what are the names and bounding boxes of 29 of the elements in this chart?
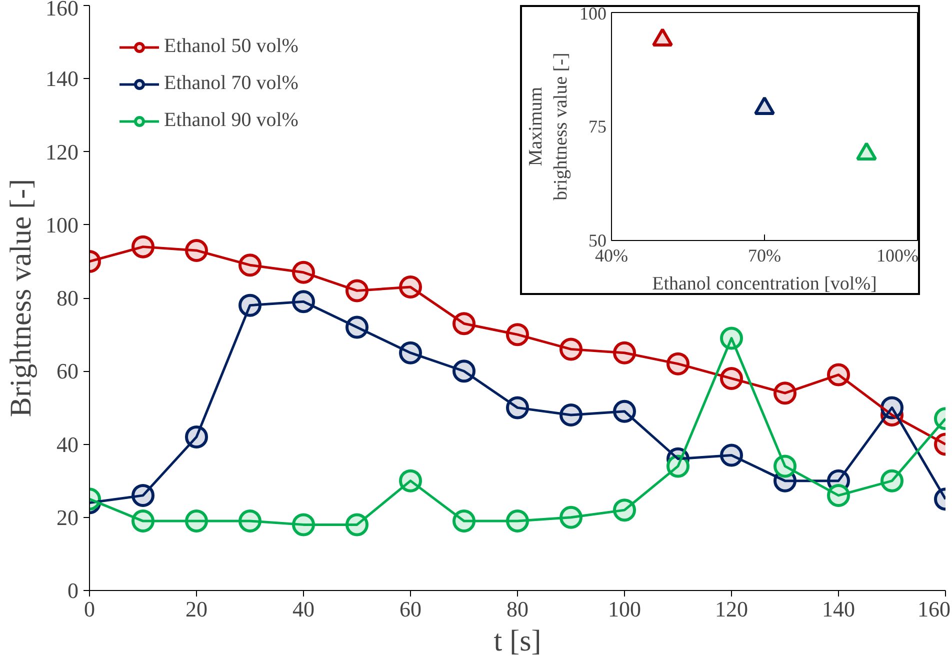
y-tick-label: 75 xyxy=(588,116,606,136)
x-tick-label: 140 xyxy=(822,596,855,622)
legend-label: Ethanol 90 vol% xyxy=(164,109,298,132)
y-tick-label: 140 xyxy=(46,66,78,92)
y-tick-label: 40 xyxy=(56,432,78,457)
x-tick-label: 70% xyxy=(748,246,782,266)
x-tick-label: 60 xyxy=(400,596,422,622)
x-tick-label: 100 xyxy=(608,596,641,622)
y-tick-label: 0 xyxy=(68,578,78,603)
x-tick-label: 120 xyxy=(715,596,748,622)
y-tick-label: 160 xyxy=(46,0,78,20)
y-tick-label: 120 xyxy=(46,139,78,164)
x-tick-label: 80 xyxy=(506,596,528,622)
legend-label: Ethanol 70 vol% xyxy=(164,72,298,95)
y-tick-label: 100 xyxy=(46,212,78,238)
x-tick-label: 40 xyxy=(292,596,314,622)
y-tick-label: 100 xyxy=(580,4,606,24)
legend-label: Ethanol 50 vol% xyxy=(164,35,298,58)
y-tick-label: 80 xyxy=(56,286,78,310)
y-tick-label: 60 xyxy=(56,358,78,384)
x-tick-label: 160 xyxy=(918,596,950,622)
x-axis-title: Ethanol concentration [vol%] xyxy=(652,274,877,294)
y-tick-label: 20 xyxy=(56,504,78,530)
x-tick-label: 100% xyxy=(876,246,919,266)
x-tick-label: 20 xyxy=(186,596,208,622)
x-axis-title: t [s] xyxy=(494,624,542,658)
y-axis-title: Maximum brightness value [-] xyxy=(525,52,572,200)
x-tick-label: 0 xyxy=(84,596,95,622)
y-axis-title: Brightness value [-] xyxy=(4,178,38,418)
